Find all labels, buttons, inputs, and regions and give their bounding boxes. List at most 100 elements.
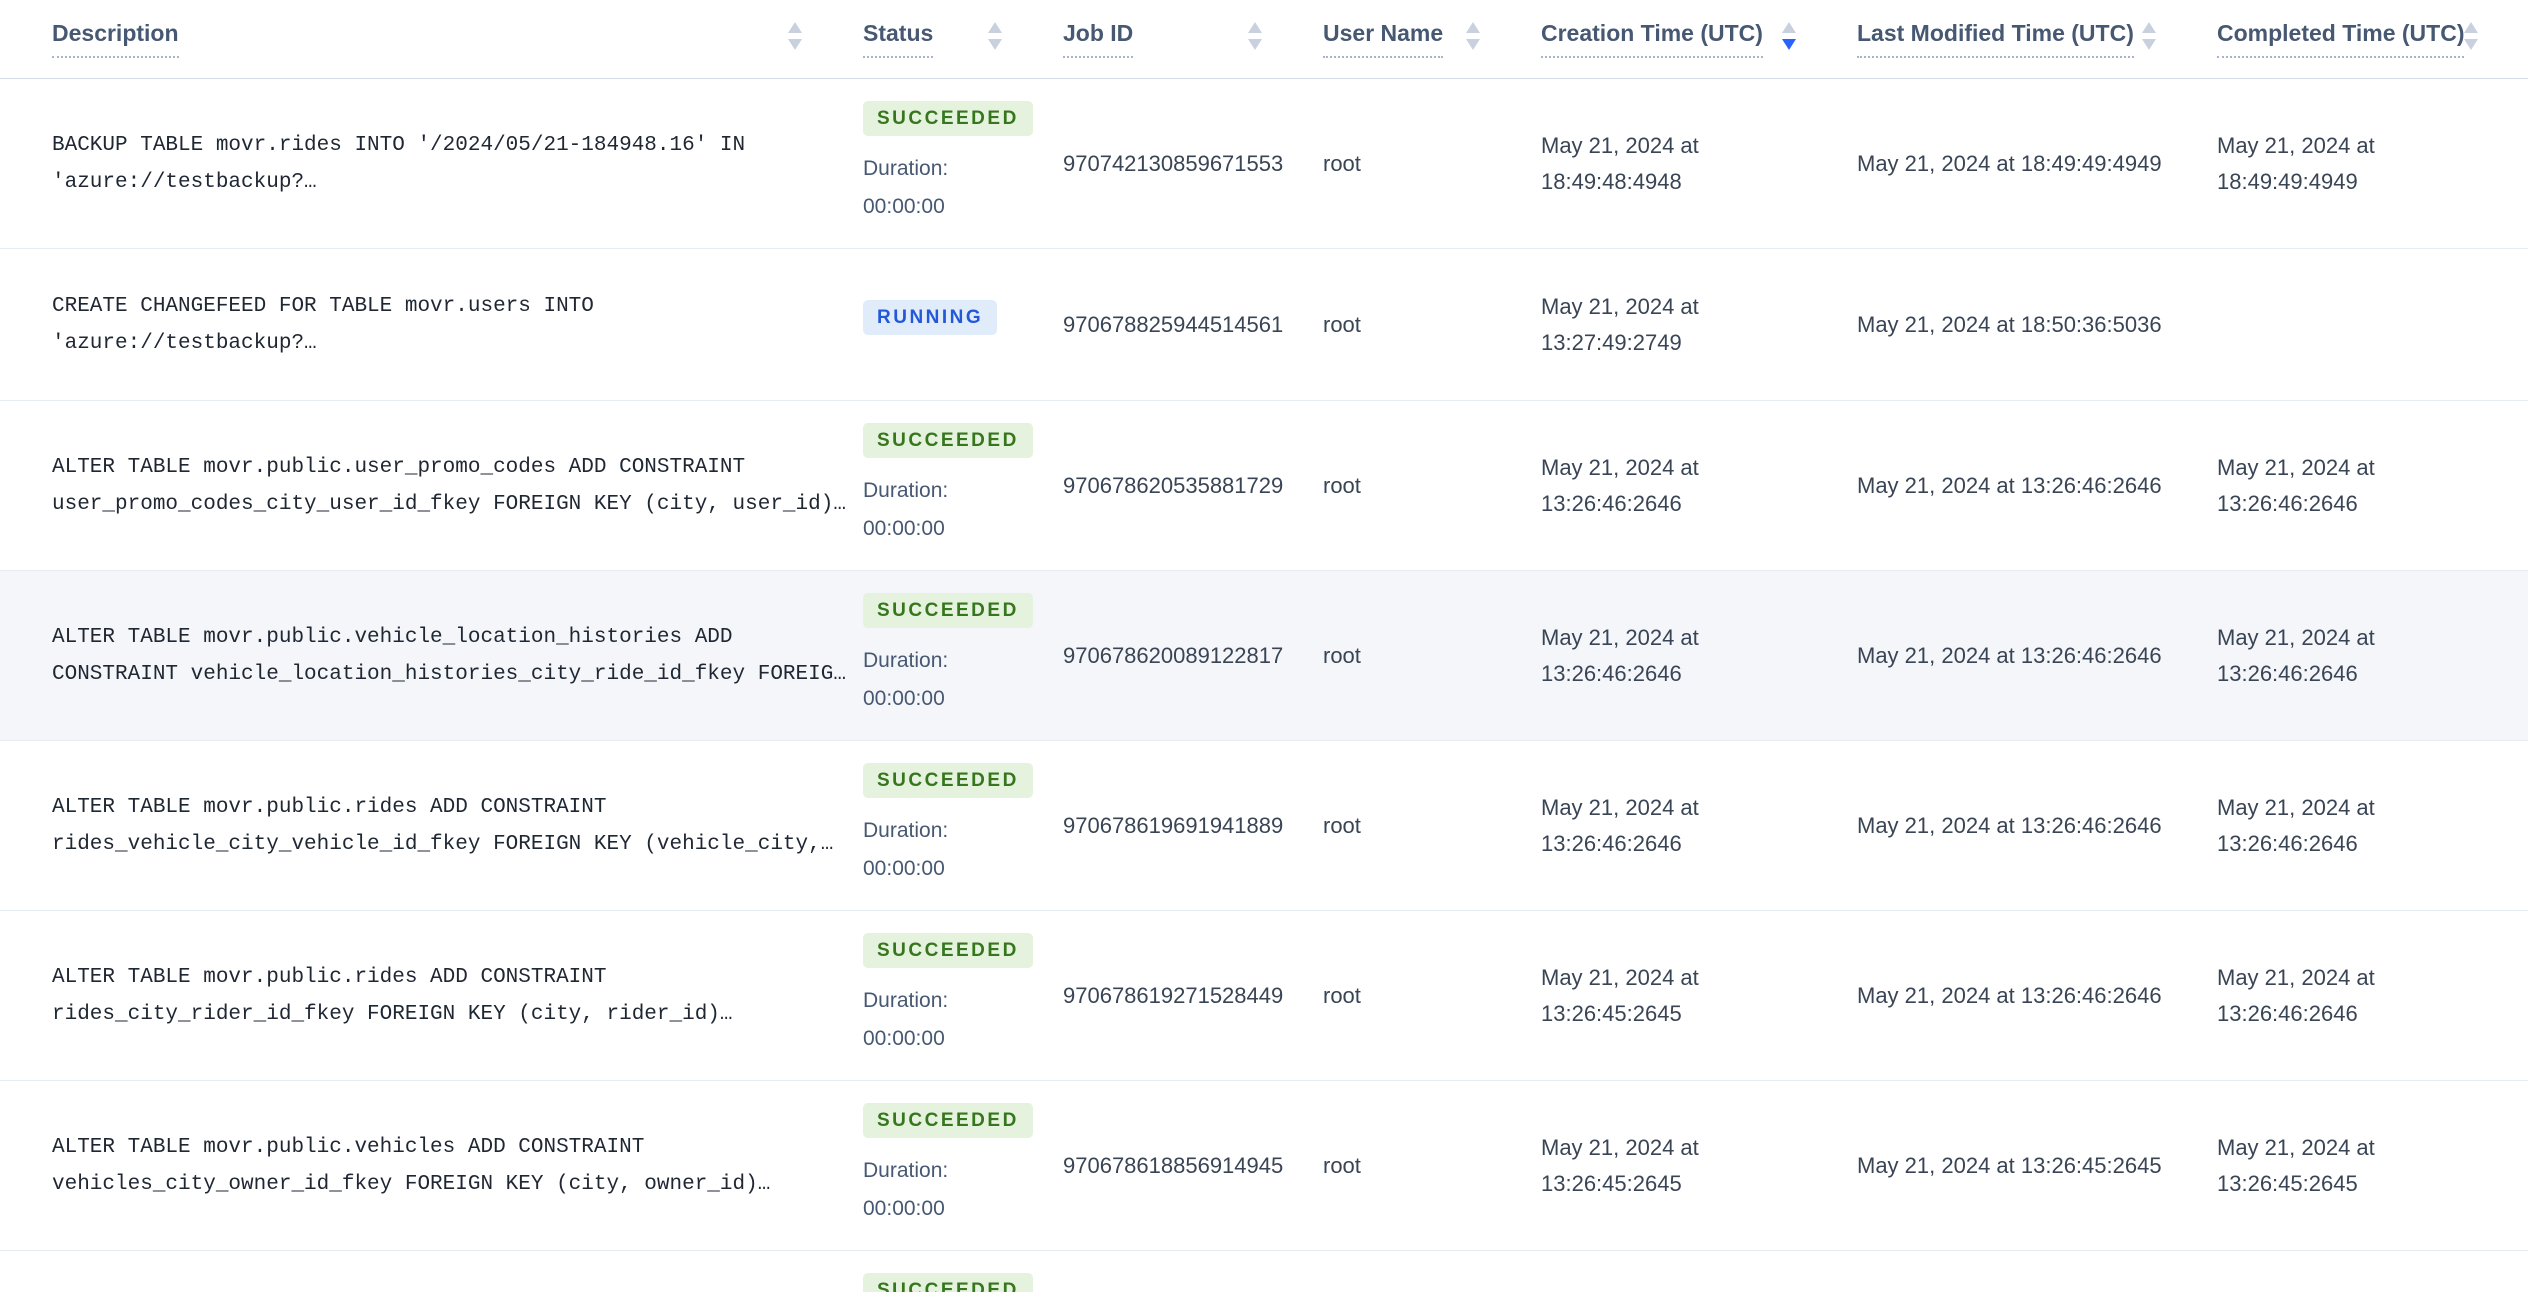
duration-value: 00:00:00 <box>863 195 945 218</box>
completed-time: May 21, 2024 at 13:26:46:2646 <box>2217 794 2375 856</box>
last-modified-time: May 21, 2024 at 18:50:36:5036 <box>1857 311 2162 337</box>
description-cell: ALTER TABLE movr.public.vehicle_location… <box>0 597 860 715</box>
last-modified-time: May 21, 2024 at 13:26:46:2646 <box>1857 982 2162 1008</box>
duration-value: 00:00:00 <box>863 1027 945 1050</box>
job-id-cell: 970678825944514561 <box>1060 285 1320 365</box>
sort-down-icon <box>1466 39 1480 50</box>
sort-down-icon <box>2142 39 2156 50</box>
table-row[interactable]: IMPORT INTO movr.public.rides CSV DATA (… <box>0 1251 2528 1292</box>
duration-label: Duration: <box>863 1159 949 1182</box>
status-badge: SUCCEEDED <box>863 1103 1033 1138</box>
status-cell: RUNNING <box>860 278 1060 371</box>
job-id: 970678619271528449 <box>1063 982 1284 1008</box>
column-header-last-modified-time-utc[interactable]: Last Modified Time (UTC) <box>1854 0 2214 78</box>
column-header-description[interactable]: Description <box>0 0 860 78</box>
job-description[interactable]: ALTER TABLE movr.public.rides ADD CONSTR… <box>52 795 834 856</box>
creation-time: May 21, 2024 at 13:27:49:2749 <box>1541 293 1699 355</box>
user-name: root <box>1323 150 1361 176</box>
sort-arrows-icon[interactable] <box>988 22 1002 50</box>
column-header-status[interactable]: Status <box>860 0 1060 78</box>
sort-arrows-icon[interactable] <box>1782 22 1796 50</box>
sort-up-icon <box>1466 22 1480 33</box>
column-header-label: Completed Time (UTC) <box>2217 20 2465 58</box>
completed-time: May 21, 2024 at 13:26:46:2646 <box>2217 454 2375 516</box>
creation-time: May 21, 2024 at 13:26:45:2645 <box>1541 964 1699 1026</box>
column-header-label: User Name <box>1323 20 1444 58</box>
status-badge: SUCCEEDED <box>863 763 1033 798</box>
creation-time-cell: May 21, 2024 at 13:26:45:2645 <box>1538 938 1854 1054</box>
job-id: 970678620535881729 <box>1063 472 1284 498</box>
job-description[interactable]: ALTER TABLE movr.public.vehicles ADD CON… <box>52 1135 771 1196</box>
sort-up-icon <box>788 22 802 33</box>
column-header-label: Job ID <box>1063 20 1134 58</box>
description-cell: CREATE CHANGEFEED FOR TABLE movr.users I… <box>0 266 860 384</box>
description-cell: BACKUP TABLE movr.rides INTO '/2024/05/2… <box>0 105 860 223</box>
last-modified-time: May 21, 2024 at 13:26:46:2646 <box>1857 812 2162 838</box>
job-id-cell: 970678620089122817 <box>1060 616 1320 696</box>
last-modified-time: May 21, 2024 at 13:26:45:2645 <box>1857 1152 2162 1178</box>
last-modified-time: May 21, 2024 at 13:26:46:2646 <box>1857 642 2162 668</box>
sort-down-icon <box>1782 39 1796 50</box>
duration-value: 00:00:00 <box>863 517 945 540</box>
last-modified-time-cell: May 21, 2024 at 13:26:45:2645 <box>1854 1126 2214 1206</box>
sort-down-icon <box>2464 39 2479 50</box>
user-name-cell: root <box>1320 786 1538 866</box>
table-row[interactable]: ALTER TABLE movr.public.rides ADD CONSTR… <box>0 741 2528 911</box>
column-header-user-name[interactable]: User Name <box>1320 0 1538 78</box>
completed-time-cell: May 21, 2024 at 13:26:46:2646 <box>2214 428 2528 544</box>
column-header-job-id[interactable]: Job ID <box>1060 0 1320 78</box>
job-description[interactable]: CREATE CHANGEFEED FOR TABLE movr.users I… <box>52 294 594 355</box>
job-id: 970678619691941889 <box>1063 812 1284 838</box>
last-modified-time-cell: May 21, 2024 at 18:49:49:4949 <box>1854 124 2214 204</box>
job-description[interactable]: BACKUP TABLE movr.rides INTO '/2024/05/2… <box>52 133 746 194</box>
job-description[interactable]: ALTER TABLE movr.public.vehicle_location… <box>52 625 846 686</box>
status-badge: SUCCEEDED <box>863 1273 1033 1292</box>
sort-arrows-icon[interactable] <box>2464 22 2479 50</box>
sort-arrows-icon[interactable] <box>2142 22 2156 50</box>
table-row[interactable]: BACKUP TABLE movr.rides INTO '/2024/05/2… <box>0 79 2528 249</box>
creation-time-cell: May 21, 2024 at 13:26:46:2646 <box>1538 768 1854 884</box>
creation-time-cell: May 21, 2024 at 13:26:43:2643 <box>1538 1278 1854 1292</box>
creation-time-cell: May 21, 2024 at 18:49:48:4948 <box>1538 106 1854 222</box>
table-row[interactable]: ALTER TABLE movr.public.vehicles ADD CON… <box>0 1081 2528 1251</box>
user-name-cell: root <box>1320 616 1538 696</box>
column-header-label: Status <box>863 20 934 58</box>
job-description[interactable]: ALTER TABLE movr.public.rides ADD CONSTR… <box>52 965 733 1026</box>
duration-value: 00:00:00 <box>863 857 945 880</box>
last-modified-time-cell: May 21, 2024 at 13:26:46:2646 <box>1854 786 2214 866</box>
completed-time-cell: May 21, 2024 at 13:26:44:2644 <box>2214 1278 2528 1292</box>
completed-time: May 21, 2024 at 18:49:49:4949 <box>2217 132 2375 194</box>
job-id: 970678825944514561 <box>1063 311 1284 337</box>
sort-arrows-icon[interactable] <box>1248 22 1262 50</box>
job-id-cell: 970678620535881729 <box>1060 446 1320 526</box>
job-id: 970678620089122817 <box>1063 642 1284 668</box>
last-modified-time-cell: May 21, 2024 at 18:50:36:5036 <box>1854 285 2214 365</box>
sort-arrows-icon[interactable] <box>788 22 802 50</box>
creation-time: May 21, 2024 at 13:26:46:2646 <box>1541 624 1699 686</box>
job-description[interactable]: ALTER TABLE movr.public.user_promo_codes… <box>52 455 846 516</box>
sort-arrows-icon[interactable] <box>1466 22 1480 50</box>
creation-time-cell: May 21, 2024 at 13:26:45:2645 <box>1538 1108 1854 1224</box>
status-cell: SUCCEEDED Duration: 00:00:00 <box>860 571 1060 740</box>
job-id: 970678618856914945 <box>1063 1152 1284 1178</box>
status-cell: SUCCEEDED Duration: 00:00:00 <box>860 401 1060 570</box>
column-header-creation-time-utc[interactable]: Creation Time (UTC) <box>1538 0 1854 78</box>
table-row[interactable]: ALTER TABLE movr.public.user_promo_codes… <box>0 401 2528 571</box>
creation-time: May 21, 2024 at 13:26:46:2646 <box>1541 794 1699 856</box>
sort-up-icon <box>2464 22 2479 33</box>
completed-time-cell: May 21, 2024 at 13:26:46:2646 <box>2214 938 2528 1054</box>
table-row[interactable]: ALTER TABLE movr.public.rides ADD CONSTR… <box>0 911 2528 1081</box>
duration-value: 00:00:00 <box>863 687 945 710</box>
table-row[interactable]: ALTER TABLE movr.public.vehicle_location… <box>0 571 2528 741</box>
column-header-completed-time-utc[interactable]: Completed Time (UTC) <box>2214 0 2528 78</box>
user-name: root <box>1323 812 1361 838</box>
table-row[interactable]: CREATE CHANGEFEED FOR TABLE movr.users I… <box>0 249 2528 401</box>
user-name: root <box>1323 472 1361 498</box>
completed-time-cell: May 21, 2024 at 18:49:49:4949 <box>2214 106 2528 222</box>
status-cell: SUCCEEDED Duration: 00:00:00 <box>860 911 1060 1080</box>
last-modified-time-cell: May 21, 2024 at 13:26:46:2646 <box>1854 446 2214 526</box>
table-header-row: Description Status Job ID User Name Crea… <box>0 0 2528 79</box>
user-name-cell: root <box>1320 1126 1538 1206</box>
user-name: root <box>1323 982 1361 1008</box>
